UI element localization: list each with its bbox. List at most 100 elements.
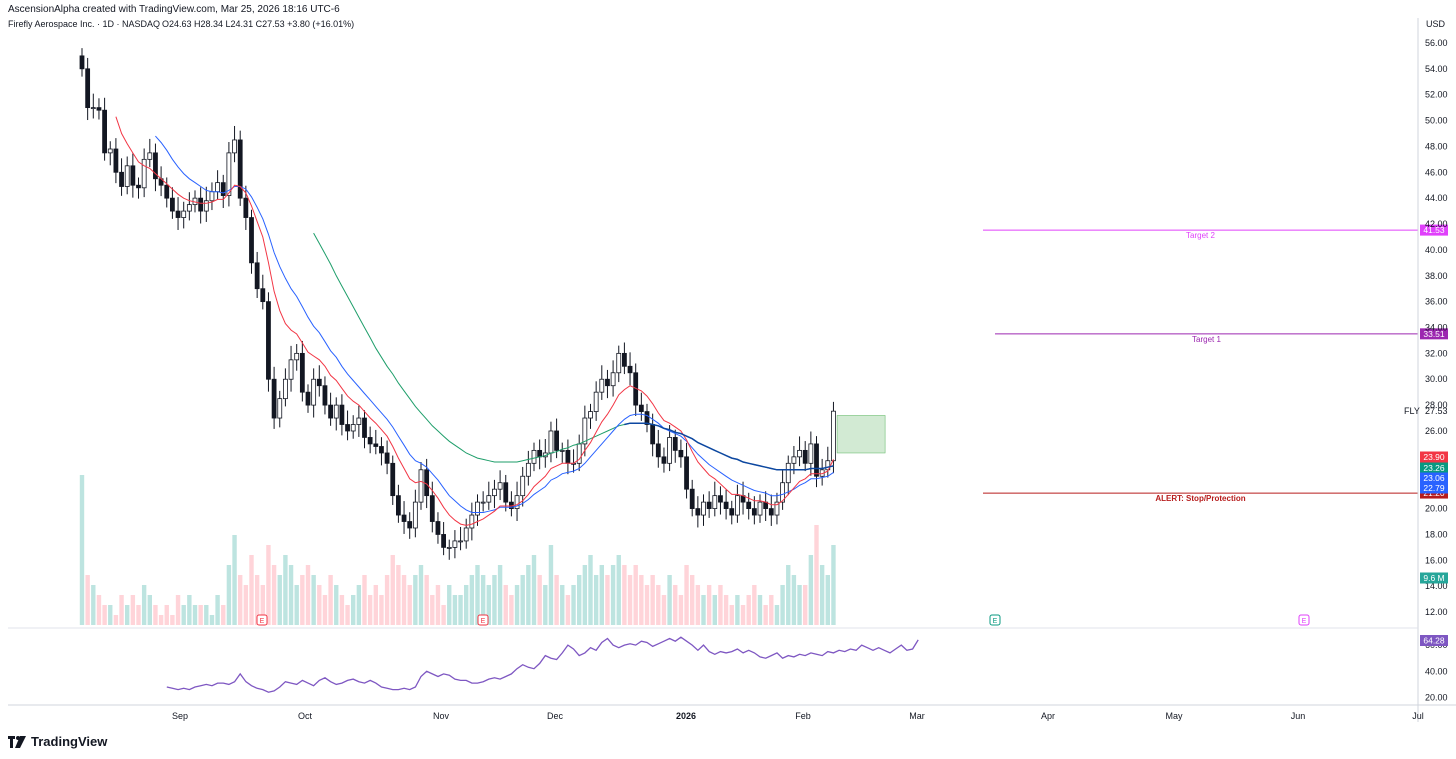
volume-bar	[334, 585, 339, 625]
y-tick-label: 56.00	[1425, 38, 1448, 48]
candle	[294, 344, 300, 371]
volume-bar	[277, 575, 282, 625]
level-price-tag	[1420, 224, 1448, 236]
volume-bar	[441, 605, 446, 625]
candle	[610, 360, 616, 397]
volume-bar	[328, 575, 333, 625]
candle	[288, 345, 294, 392]
price-chart[interactable]: Firefly Aerospace Inc. · 1D · NASDAQ O24…	[0, 0, 1456, 722]
volume-bar	[238, 575, 243, 625]
volume-bar	[593, 575, 599, 625]
volume-bar	[605, 575, 610, 625]
candle	[571, 449, 576, 473]
earnings-marker[interactable]: E	[477, 614, 489, 626]
y-tick-label: 14.00	[1425, 581, 1448, 591]
candle	[435, 512, 441, 544]
candle	[220, 174, 226, 208]
price-tag	[1420, 572, 1448, 584]
chart-title: Firefly Aerospace Inc. · 1D · NASDAQ	[8, 19, 160, 29]
volume-bar	[418, 565, 424, 625]
ohlc-readout: O24.63 H28.34 L24.31 C27.53 +3.80 (+16.0…	[162, 19, 354, 29]
volume-bar	[650, 575, 655, 625]
volume-bar	[447, 585, 452, 625]
earnings-marker[interactable]: E	[256, 614, 268, 626]
candle	[271, 366, 277, 429]
candle	[684, 442, 689, 499]
svg-text:E: E	[1302, 618, 1307, 625]
volume-bar	[192, 605, 198, 625]
candle	[215, 170, 221, 200]
candle	[164, 177, 170, 208]
candle	[96, 98, 102, 120]
volume-bar	[526, 565, 531, 625]
candle	[531, 442, 537, 472]
sma-long-line	[313, 232, 834, 471]
earnings-marker[interactable]: E	[1298, 614, 1310, 626]
volume-bar	[305, 565, 311, 625]
volume-bar	[254, 575, 260, 625]
candle	[548, 421, 554, 463]
volume-bar	[548, 545, 554, 625]
volume-bar	[509, 595, 514, 625]
volume-bar	[452, 595, 458, 625]
candle	[785, 455, 791, 496]
moving-averages	[115, 116, 886, 526]
candle	[599, 365, 605, 400]
volume-bar	[718, 585, 723, 625]
earnings-marker[interactable]: E	[989, 614, 1001, 626]
y-tick-label: 38.00	[1425, 271, 1448, 281]
candle	[345, 410, 350, 441]
price-tag	[1420, 472, 1448, 484]
volume-bar	[684, 565, 689, 625]
volume-bar	[396, 565, 401, 625]
candle	[169, 187, 175, 219]
y-tick-label: 30.00	[1425, 374, 1448, 384]
candle	[661, 447, 667, 473]
candle	[735, 484, 740, 523]
volume-bar	[260, 585, 265, 625]
volume-bar	[136, 605, 141, 625]
y-tick-label: 48.00	[1425, 141, 1448, 151]
candle	[458, 526, 463, 551]
volume-bar	[582, 565, 588, 625]
volume-bar	[475, 565, 480, 625]
y-tick-label: 16.00	[1425, 555, 1448, 565]
candle	[825, 446, 831, 478]
x-tick-label: Mar	[909, 711, 925, 721]
candle	[565, 439, 571, 475]
candle	[831, 401, 836, 474]
price-tag-text: 23.06	[1423, 473, 1445, 483]
volume-bar	[266, 545, 271, 625]
anchored-line	[624, 422, 834, 471]
rsi-tick-label: 40.00	[1425, 666, 1448, 676]
candle	[537, 439, 543, 470]
volume-bar	[667, 575, 672, 625]
volume-bar	[786, 565, 791, 625]
volume-bar	[661, 595, 667, 625]
volume-bar	[831, 545, 836, 625]
volume-bar	[379, 595, 384, 625]
volume-bar	[288, 565, 294, 625]
volume-bar	[424, 575, 429, 625]
candle	[622, 342, 627, 375]
candlesticks	[79, 48, 836, 560]
candle	[356, 405, 362, 437]
candle	[542, 438, 548, 468]
volume-bar	[746, 595, 751, 625]
volume-bar	[588, 555, 593, 625]
volume-bar	[108, 605, 113, 625]
volume-bar	[735, 595, 740, 625]
candle	[463, 518, 469, 549]
volume-bar	[712, 595, 717, 625]
candle	[412, 489, 418, 538]
volume-bar	[769, 595, 774, 625]
volume-bar	[492, 575, 497, 625]
ema-fast-line	[115, 116, 834, 526]
volume-bar	[158, 615, 164, 625]
x-tick-label: Apr	[1041, 711, 1055, 721]
volume-bar	[373, 585, 378, 625]
volume-bar	[232, 535, 237, 625]
candle	[701, 494, 706, 526]
candle	[588, 403, 593, 429]
